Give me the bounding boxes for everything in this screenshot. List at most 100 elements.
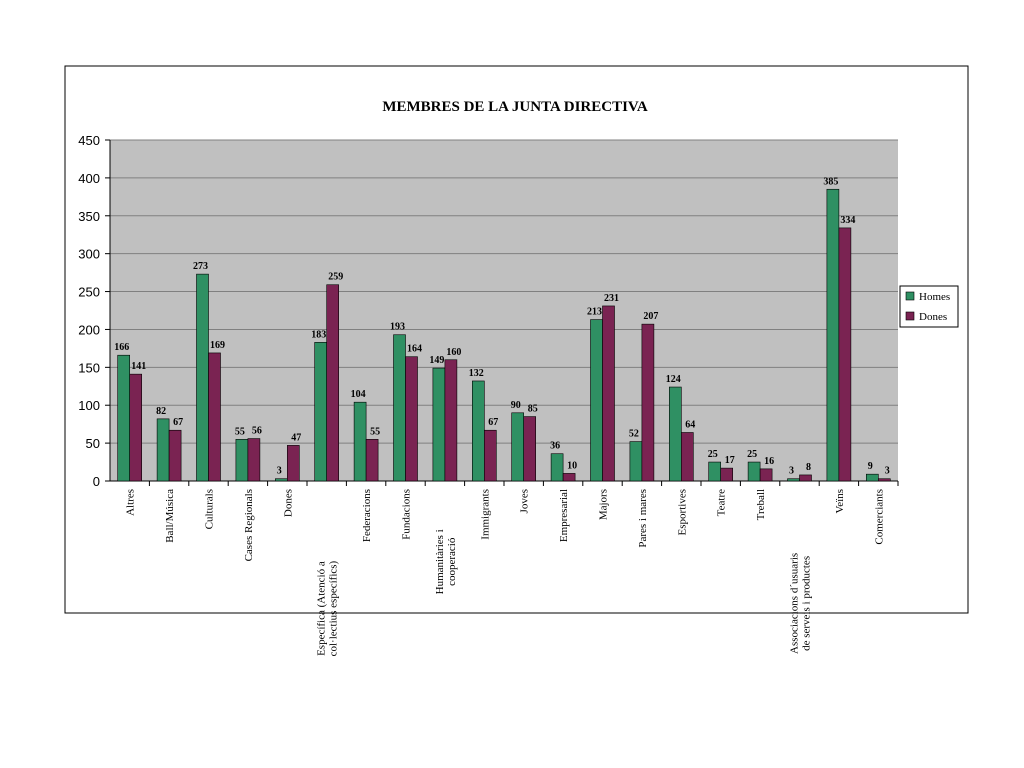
value-label: 273 [193, 261, 208, 272]
bar [511, 412, 525, 482]
value-label: 141 [131, 361, 146, 372]
bar [708, 461, 722, 482]
bar [393, 334, 406, 482]
value-label: 64 [685, 420, 695, 431]
x-tick-label: Treball [755, 489, 767, 520]
bar [550, 453, 564, 482]
value-label: 149 [429, 355, 444, 366]
value-label: 231 [604, 293, 619, 304]
bar [405, 356, 418, 482]
value-label: 132 [469, 368, 484, 379]
bar [326, 284, 340, 482]
value-label: 36 [550, 441, 560, 452]
bar [826, 188, 840, 482]
value-label: 3 [277, 466, 282, 477]
value-label: 55 [370, 426, 380, 437]
bar [286, 445, 300, 482]
bar [759, 468, 773, 482]
x-tick-label: Teatre [716, 489, 728, 516]
legend-swatch [905, 291, 915, 301]
x-tick-label: Veïns [834, 489, 846, 513]
bar [562, 473, 576, 482]
y-tick-label: 300 [78, 247, 100, 262]
y-tick-label: 450 [78, 133, 100, 148]
x-tick-label: Esportives [676, 489, 688, 535]
bar [865, 473, 879, 482]
value-label: 85 [528, 404, 538, 415]
y-tick-label: 350 [78, 209, 100, 224]
bar [747, 461, 761, 482]
y-tick-label: 0 [93, 474, 100, 489]
x-tick-label: Pares i mares [637, 489, 649, 548]
bar [365, 439, 379, 482]
bar [523, 416, 537, 482]
x-tick-label: Fundacions [401, 489, 413, 540]
y-tick-label: 400 [78, 171, 100, 186]
value-label: 124 [666, 374, 681, 385]
value-label: 67 [173, 417, 183, 428]
value-label: 9 [868, 461, 873, 472]
value-label: 164 [407, 344, 422, 355]
value-label: 47 [291, 432, 301, 443]
y-tick-label: 150 [78, 360, 100, 375]
x-tick-label: Majors [598, 489, 610, 520]
chart-title: MEMBRES DE LA JUNTA DIRECTIVA [382, 99, 647, 115]
bar [208, 352, 221, 482]
legend-label: Homes [919, 291, 950, 303]
x-tick-label: Culturals [204, 489, 216, 529]
value-label: 193 [390, 322, 405, 333]
value-label: 25 [747, 449, 757, 460]
y-tick-label: 250 [78, 285, 100, 300]
value-label: 56 [252, 426, 262, 437]
value-label: 183 [311, 329, 326, 340]
bar [156, 418, 170, 482]
value-label: 82 [156, 406, 166, 417]
value-label: 67 [488, 417, 498, 428]
bar [838, 227, 852, 482]
legend-swatch [905, 311, 915, 321]
value-label: 334 [840, 215, 855, 226]
x-tick-label: Cases Regionals [243, 489, 255, 561]
value-label: 259 [328, 272, 343, 283]
bar [629, 441, 643, 482]
x-tick-label: Altres [125, 489, 137, 516]
bar [680, 432, 694, 482]
x-tick-label: Associacions d´usuarisde serveis i produ… [789, 553, 813, 654]
value-label: 213 [587, 307, 602, 318]
value-label: 16 [764, 456, 774, 467]
bar [471, 380, 485, 482]
bar [590, 319, 603, 482]
x-tick-label: Dones [282, 489, 294, 517]
x-tick-label: Empresarial [558, 489, 570, 542]
bar [787, 478, 800, 482]
x-tick-label: Federacions [361, 489, 373, 542]
bar [720, 467, 734, 482]
bar [483, 429, 497, 482]
bar [168, 429, 182, 482]
value-label: 169 [210, 340, 225, 351]
value-label: 90 [511, 400, 521, 411]
bar [799, 474, 812, 482]
bar [129, 373, 142, 482]
plot-area [110, 140, 898, 481]
bar [444, 359, 458, 482]
value-label: 3 [789, 466, 794, 477]
value-label: 8 [806, 462, 811, 473]
bar [196, 273, 209, 482]
value-label: 10 [567, 460, 577, 471]
bar [314, 342, 328, 482]
x-tick-label: Ball/Música [164, 489, 176, 543]
x-tick-label: Joves [519, 489, 531, 513]
bar [353, 401, 367, 482]
value-label: 17 [725, 455, 735, 466]
bar [235, 439, 249, 482]
bar [247, 438, 261, 482]
bar [117, 354, 130, 482]
bar [641, 323, 655, 482]
value-label: 207 [643, 311, 658, 322]
value-label: 52 [629, 429, 639, 440]
bar [877, 478, 891, 482]
bar [668, 386, 682, 482]
x-tick-label: Immigrants [479, 489, 491, 540]
